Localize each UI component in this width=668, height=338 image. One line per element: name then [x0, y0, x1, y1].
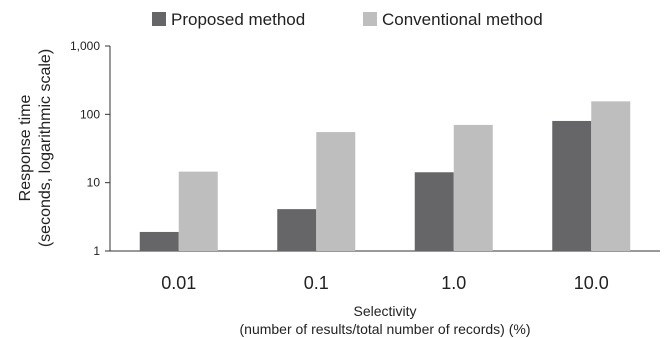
bar-proposed-0: [139, 231, 179, 251]
x-category-label: 0.01: [161, 273, 196, 293]
y-axis-title-line-1: Response time: [17, 95, 34, 202]
y-tick-label: 1: [93, 244, 100, 258]
bar-conventional-0: [178, 171, 218, 251]
x-category-label: 0.1: [304, 273, 329, 293]
y-tick-label: 1,000: [70, 39, 100, 53]
legend-label-proposed: Proposed method: [171, 10, 305, 29]
y-tick-label: 100: [80, 107, 100, 121]
bar-conventional-2: [453, 124, 493, 251]
x-category-label: 10.0: [574, 273, 609, 293]
x-axis-title-line-1: Selectivity: [353, 303, 416, 319]
y-tick-label: 10: [87, 176, 101, 190]
legend-swatch-conventional: [363, 12, 377, 26]
x-category-label: 1.0: [441, 273, 466, 293]
bar-proposed-2: [414, 172, 454, 251]
legend-swatch-proposed: [152, 12, 166, 26]
y-ticks: 1 10 100 1,000: [70, 39, 110, 258]
y-axis-title: Response time (seconds, logarithmic scal…: [17, 49, 54, 247]
x-axis-title-line-2: (number of results/total number of recor…: [240, 321, 531, 337]
legend: Proposed method Conventional method: [152, 10, 543, 29]
bar-proposed-3: [552, 120, 592, 251]
bar-conventional-1: [316, 132, 356, 251]
bars: [139, 101, 631, 251]
x-category-labels: 0.01 0.1 1.0 10.0: [161, 273, 609, 293]
bar-conventional-3: [591, 101, 631, 251]
legend-label-conventional: Conventional method: [382, 10, 543, 29]
bar-proposed-1: [277, 209, 317, 251]
y-axis-title-line-2: (seconds, logarithmic scale): [37, 49, 54, 247]
